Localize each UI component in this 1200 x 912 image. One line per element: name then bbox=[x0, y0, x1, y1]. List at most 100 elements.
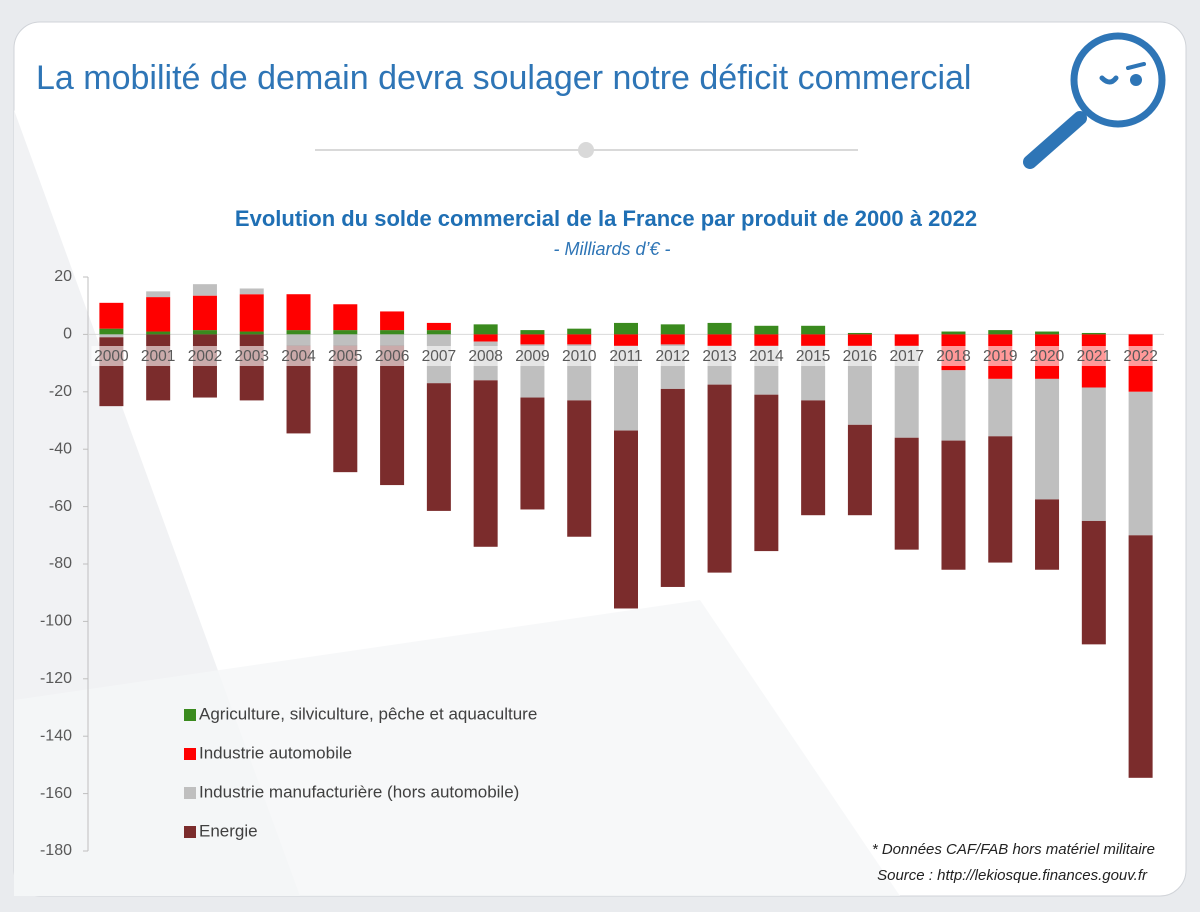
bar-segment bbox=[894, 437, 919, 550]
x-tick-label: 2003 bbox=[234, 348, 268, 365]
x-tick-label: 2022 bbox=[1123, 348, 1157, 365]
label-bg bbox=[418, 346, 459, 366]
label-bg bbox=[559, 346, 600, 366]
bar-segment bbox=[847, 424, 872, 516]
bar-segment bbox=[707, 322, 732, 335]
bar-segment bbox=[1035, 499, 1060, 570]
x-tick-label: 2016 bbox=[843, 348, 877, 365]
y-tick-label: -120 bbox=[40, 670, 72, 687]
y-tick-label: -160 bbox=[40, 785, 72, 802]
legend-label: Industrie automobile bbox=[199, 743, 352, 762]
label-bg bbox=[839, 346, 880, 366]
bar-segment bbox=[1081, 332, 1106, 335]
label-bg bbox=[138, 346, 179, 366]
bar-segment bbox=[660, 388, 685, 587]
y-tick-label: -80 bbox=[49, 555, 72, 572]
label-bg bbox=[980, 346, 1021, 366]
bar-segment bbox=[239, 331, 264, 335]
bar-segment bbox=[567, 400, 592, 537]
bar-segment bbox=[146, 334, 171, 401]
bar-segment bbox=[426, 383, 451, 511]
bar-segment bbox=[988, 436, 1013, 563]
x-tick-label: 2002 bbox=[188, 348, 222, 365]
y-tick-label: -140 bbox=[40, 727, 72, 744]
bar-segment bbox=[473, 334, 498, 342]
bar-segment bbox=[754, 325, 779, 335]
bar-segment bbox=[801, 334, 826, 346]
bar-segment bbox=[847, 334, 872, 346]
divider-dot bbox=[578, 142, 594, 158]
bar-segment bbox=[520, 334, 545, 345]
bar-segment bbox=[380, 311, 405, 331]
x-tick-label: 2000 bbox=[94, 348, 129, 365]
x-tick-label: 2019 bbox=[983, 348, 1017, 365]
bar-segment bbox=[333, 334, 358, 346]
x-tick-label: 2009 bbox=[515, 348, 549, 365]
bar-segment bbox=[614, 430, 638, 609]
bar-segment bbox=[988, 378, 1013, 437]
bar-segment bbox=[426, 322, 451, 331]
source: Source : http://lekiosque.finances.gouv.… bbox=[877, 867, 1148, 884]
bar-segment bbox=[286, 330, 311, 335]
y-tick-label: 20 bbox=[54, 268, 72, 285]
label-bg bbox=[512, 346, 553, 366]
label-bg bbox=[886, 346, 927, 366]
bar-segment bbox=[567, 334, 592, 345]
bar-segment bbox=[146, 291, 171, 298]
label-bg bbox=[746, 346, 787, 366]
bar-segment bbox=[754, 334, 779, 346]
x-tick-label: 2008 bbox=[468, 348, 502, 365]
bar-segment bbox=[894, 334, 919, 346]
legend-label: Agriculture, silviculture, pêche et aqua… bbox=[199, 704, 537, 723]
label-bg bbox=[372, 346, 413, 366]
bar-segment bbox=[707, 384, 732, 573]
x-tick-label: 2015 bbox=[796, 348, 830, 365]
bar-segment bbox=[146, 297, 171, 332]
bar-segment bbox=[941, 440, 966, 570]
y-tick-label: -60 bbox=[49, 498, 72, 515]
x-tick-label: 2020 bbox=[1030, 348, 1065, 365]
bar-segment bbox=[239, 334, 264, 401]
bar-segment bbox=[520, 330, 545, 335]
bar-segment bbox=[988, 330, 1013, 335]
chart-subtitle: - Milliards d’€ - bbox=[553, 239, 670, 259]
bar-segment bbox=[567, 328, 592, 335]
label-bg bbox=[91, 346, 132, 366]
bar-segment bbox=[1128, 535, 1153, 778]
label-bg bbox=[1120, 346, 1161, 366]
bar-segment bbox=[286, 334, 311, 346]
y-tick-label: -20 bbox=[49, 383, 72, 400]
label-bg bbox=[1073, 346, 1114, 366]
legend-swatch bbox=[184, 748, 196, 760]
bar-segment bbox=[99, 302, 124, 329]
slide-title: La mobilité de demain devra soulager not… bbox=[36, 59, 971, 97]
x-tick-label: 2006 bbox=[375, 348, 409, 365]
bar-segment bbox=[426, 330, 451, 335]
x-tick-label: 2021 bbox=[1077, 348, 1111, 365]
bar-segment bbox=[1081, 520, 1106, 645]
bar-segment bbox=[286, 294, 311, 331]
bar-segment bbox=[380, 334, 405, 346]
bar-segment bbox=[941, 370, 966, 441]
bar-segment bbox=[146, 331, 171, 335]
bar-segment bbox=[192, 330, 217, 335]
bar-segment bbox=[801, 325, 826, 335]
x-tick-label: 2001 bbox=[141, 348, 175, 365]
label-bg bbox=[933, 346, 974, 366]
label-bg bbox=[652, 346, 693, 366]
legend-swatch bbox=[184, 709, 196, 721]
bar-segment bbox=[847, 332, 872, 335]
bar-segment bbox=[380, 330, 405, 335]
label-bg bbox=[278, 346, 319, 366]
bar-segment bbox=[473, 380, 498, 547]
bar-segment bbox=[192, 295, 217, 331]
y-tick-label: 0 bbox=[63, 326, 72, 343]
label-bg bbox=[1027, 346, 1068, 366]
y-tick-label: -40 bbox=[49, 440, 72, 457]
y-tick-label: -180 bbox=[40, 842, 72, 859]
decor bbox=[14, 600, 900, 896]
label-bg bbox=[606, 346, 646, 366]
x-tick-label: 2012 bbox=[656, 348, 690, 365]
